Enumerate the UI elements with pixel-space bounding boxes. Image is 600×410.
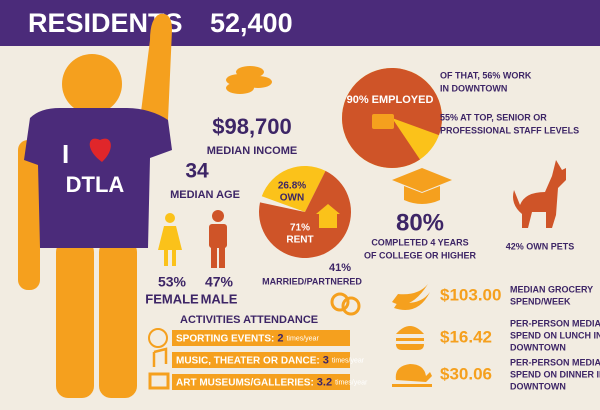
person [18,13,172,398]
female-label: FEMALE [145,291,199,306]
activity-bar [172,352,350,368]
employment-note: IN DOWNTOWN [440,83,507,93]
married-label: MARRIED/PARTNERED [262,276,362,286]
spending-line: DOWNTOWN [510,381,566,391]
left-leg [56,240,94,398]
activity-label: SPORTING EVENTS: [176,333,274,344]
shirt-text: DTLA [66,172,125,197]
header-count: 52,400 [210,8,293,38]
grad-cap [392,168,452,192]
activities-title: ACTIVITIES ATTENDANCE [180,314,318,326]
grad-cap-base [404,186,440,204]
shirt [24,108,172,248]
own-wedge [261,165,326,212]
activity-unit: times/year [286,335,319,342]
spending-line: PER-PERSON MEDIAN [510,318,600,328]
education-line: COMPLETED 4 YEARS [371,237,468,247]
raised-arm [140,13,172,120]
icon-head [165,213,175,223]
left-arm [18,140,40,290]
activity-value: 3.2 [317,376,332,388]
activity-value: 2 [277,332,283,344]
icon-leg [172,250,176,266]
rent-value: 71% [290,223,310,234]
married-value: 41% [329,262,351,274]
spending-line: SPEND/WEEK [510,296,571,306]
income-label: MEDIAN INCOME [207,145,297,157]
spending-amount: $16.42 [440,327,492,346]
turkey-icon [392,364,432,387]
house-icon [316,204,340,228]
icon-body [158,226,182,250]
ring [341,296,361,316]
header-band [0,0,600,46]
rent-wedge [259,170,351,258]
education-line: OF COLLEGE OR HIGHER [364,250,477,260]
employment-label: 90% EMPLOYED [347,94,434,106]
female-icon [158,213,182,266]
icon-body [209,224,227,248]
activity-bar [172,374,350,390]
icon-leg [219,246,225,268]
employment-note: PROFESSIONAL STAFF LEVELS [440,125,579,135]
head [62,54,122,114]
activity-text: MUSIC, THEATER OR DANCE: 3 times/year [176,354,365,366]
spending-amount: $103.00 [440,285,501,304]
spending-amount: $30.06 [440,364,492,383]
female-value: 53% [158,274,187,290]
age-value: 34 [185,160,209,183]
right-leg [99,240,137,398]
activity-text: ART MUSEUMS/GALLERIES: 3.2 times/year [176,376,368,388]
banana-icon [392,284,430,310]
activity-value: 3 [323,354,329,366]
basketball-icon [148,328,168,348]
activity-text: SPORTING EVENTS: 2 times/year [176,332,319,344]
spending-line: PER-PERSON MEDIAN [510,357,600,367]
spending-line: DOWNTOWN [510,342,566,352]
briefcase [372,114,394,129]
male-value: 47% [205,274,234,290]
coins [226,66,272,94]
icon-leg [211,246,217,268]
spending-line: SPEND ON DINNER IN [510,369,600,379]
activity-label: MUSIC, THEATER OR DANCE: [176,355,320,366]
income-value: $98,700 [212,114,292,139]
spending-line: MEDIAN GROCERY [510,284,593,294]
frame-icon [148,372,170,390]
male-label: MALE [201,291,238,306]
own-value: 26.8% [278,181,306,192]
spending-line: SPEND ON LUNCH IN [510,330,600,340]
activity-bar [172,330,350,346]
education-value: 80% [396,209,444,236]
own-label: OWN [280,193,304,204]
age-label: MEDIAN AGE [170,189,240,201]
activity-unit: times/year [335,379,368,386]
employment-note: 55% AT TOP, SENIOR OR [440,112,547,122]
activity-label: ART MUSEUMS/GALLERIES: [176,377,314,388]
employment-note: OF THAT, 56% WORK [440,70,532,80]
coin [236,66,264,78]
rent-label: RENT [286,235,313,246]
music-icon [152,347,168,367]
icon-leg [164,250,168,266]
coin [244,76,272,88]
burger-icon [396,326,424,350]
shirt-letter: I [62,139,69,169]
dog-icon [513,160,566,228]
heart [89,138,111,162]
activity-unit: times/year [332,357,365,364]
ring [330,292,350,312]
pets-label: 42% OWN PETS [506,241,575,251]
male-icon [209,210,227,268]
icon-head [212,210,224,222]
